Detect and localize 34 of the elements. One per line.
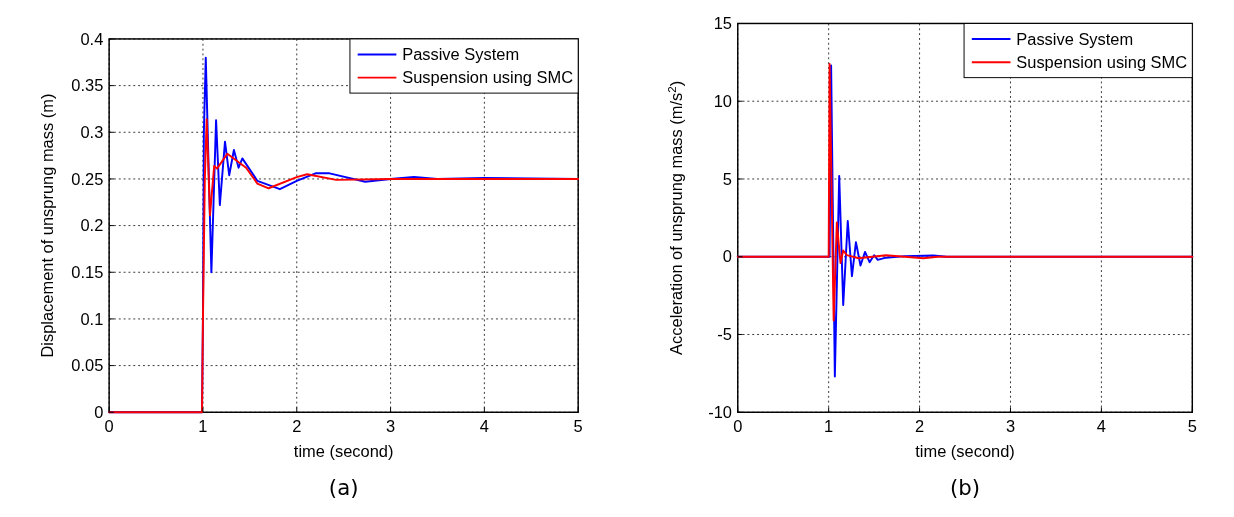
y-tick-label: 0.4: [80, 29, 104, 48]
y-tick-label: 0: [722, 247, 732, 266]
x-tick-label: 4: [479, 416, 489, 435]
y-tick-label: 10: [713, 91, 732, 110]
y-tick-label: 0.25: [71, 169, 104, 188]
x-tick-label: 3: [1005, 416, 1016, 435]
legend-label: Passive System: [402, 45, 520, 64]
x-tick-label: 3: [385, 416, 396, 435]
x-tick-label: 1: [824, 416, 834, 435]
y-tick-label: 0: [94, 403, 104, 422]
y-tick-label: 0.15: [71, 263, 104, 282]
y-tick-label: 0.35: [71, 76, 104, 95]
text: (a): [328, 475, 359, 501]
y-tick-label: -5: [717, 325, 732, 344]
y-tick-label: 0.05: [71, 356, 104, 375]
x-tick-label: 5: [573, 416, 583, 435]
x-tick-label: 5: [1187, 416, 1197, 435]
y-tick-label: 0.3: [80, 123, 104, 142]
legend-label: Suspension using SMC: [1016, 52, 1188, 71]
x-axis-title: time (second): [293, 441, 394, 460]
legend-label: Suspension using SMC: [402, 68, 574, 87]
x-tick-label: 2: [915, 416, 925, 435]
y-tick-label: 5: [722, 169, 732, 188]
x-tick-label: 4: [1096, 416, 1106, 435]
y-tick-label: -10: [708, 403, 732, 422]
y-tick-label: 15: [713, 14, 732, 33]
text: (b): [949, 475, 981, 501]
x-tick-label: 2: [292, 416, 302, 435]
legend-label: Passive System: [1016, 29, 1134, 48]
y-tick-label: 0.1: [80, 309, 104, 328]
y-tick-label: 0.2: [80, 216, 104, 235]
x-tick-label: 1: [198, 416, 208, 435]
x-axis-title: time (second): [915, 441, 1015, 460]
y-axis-title: Displacement of unsprung mass (m): [38, 93, 57, 358]
